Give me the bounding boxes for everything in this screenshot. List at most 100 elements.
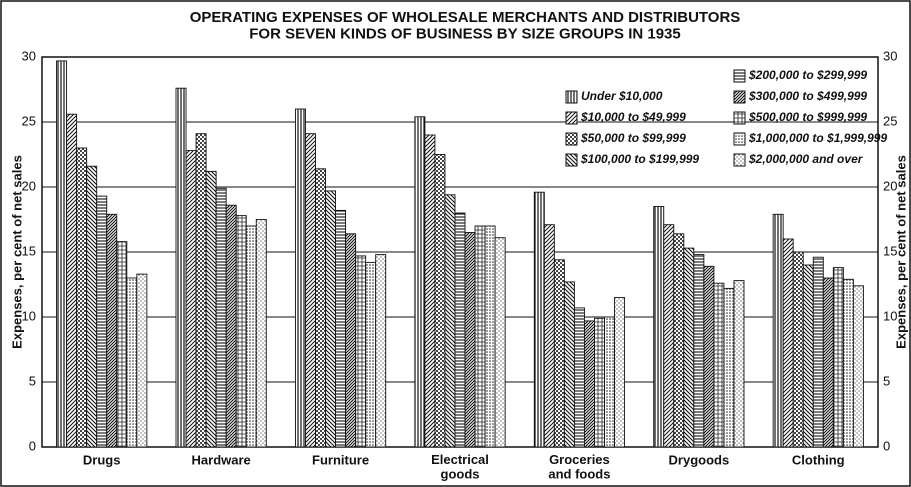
y-tick-label: 0 (29, 438, 36, 453)
legend-swatch (733, 111, 746, 125)
legend-swatch (565, 132, 578, 146)
bar (693, 254, 705, 448)
bar (106, 213, 118, 448)
y2-tick-label: 0 (883, 438, 890, 453)
bar (583, 320, 595, 448)
bar (563, 281, 575, 448)
legend-label: $100,000 to $199,999 (580, 152, 699, 166)
bar (86, 165, 98, 448)
bar (414, 116, 426, 448)
bar (723, 287, 735, 448)
bar (315, 168, 326, 448)
chart-title: OPERATING EXPENSES OF WHOLESALE MERCHANT… (190, 9, 741, 43)
bar (553, 259, 565, 448)
bar (294, 108, 306, 448)
bar (444, 194, 456, 448)
y-tick-label: 15 (22, 243, 36, 258)
bar (335, 209, 347, 448)
y2-tick-label: 5 (883, 373, 890, 388)
legend-swatch (565, 90, 578, 104)
y-tick-label: 20 (22, 178, 36, 193)
y-tick-label: 10 (22, 308, 36, 323)
bar (365, 261, 377, 448)
bar (673, 233, 685, 448)
bar (355, 255, 367, 448)
bar (782, 238, 794, 448)
y-tick-label: 5 (29, 373, 36, 388)
legend-label: $300,000 to $499,999 (748, 89, 867, 103)
bar (812, 256, 824, 448)
legend-label: $500,000 to $999,999 (748, 110, 867, 124)
bar (235, 215, 247, 448)
legend-swatch (733, 132, 746, 146)
x-tick-label: Drygoods (669, 452, 730, 467)
bar (66, 113, 78, 448)
bar (205, 170, 217, 448)
y-tick-label: 25 (22, 113, 36, 128)
bar (543, 224, 555, 448)
bar (733, 280, 745, 448)
legend-swatch (733, 153, 746, 167)
bar (325, 190, 337, 448)
bar (454, 212, 466, 448)
bar (494, 237, 506, 448)
bar (604, 316, 615, 448)
bar (484, 225, 496, 448)
x-tick-label: Groceries and foods (548, 452, 610, 481)
x-tick-label: Clothing (792, 452, 845, 467)
y2-tick-label: 15 (883, 243, 897, 258)
bar (594, 317, 605, 448)
legend-label: $200,000 to $299,999 (748, 68, 867, 82)
bar (195, 133, 207, 448)
bar (56, 60, 68, 448)
legend-label: $1,000,000 to $1,999,999 (748, 131, 887, 145)
bar (822, 277, 834, 448)
bar (126, 277, 138, 448)
bar (245, 225, 257, 448)
legend-label: $10,000 to $49,999 (580, 110, 686, 124)
y2-tick-label: 20 (883, 178, 897, 193)
bar (573, 307, 585, 448)
y2-tick-label: 25 (883, 113, 897, 128)
legend-label: Under $10,000 (581, 89, 663, 103)
bar (225, 204, 237, 448)
bar (683, 247, 695, 448)
bar (424, 134, 436, 448)
bar (136, 273, 148, 448)
legend-swatch (565, 111, 578, 125)
bar (533, 191, 545, 448)
legend-label: $50,000 to $99,999 (580, 131, 686, 145)
bar (76, 147, 88, 448)
y2-axis-label: Expenses, per cent of net sales (893, 155, 908, 349)
bar (614, 297, 626, 448)
x-tick-label: Hardware (192, 452, 251, 467)
bar (792, 251, 804, 448)
bar (375, 254, 387, 448)
legend-label: $2,000,000 and over (748, 152, 864, 166)
x-tick-label: Drugs (83, 452, 121, 467)
bar (116, 241, 128, 448)
legend-swatch (565, 153, 578, 167)
legend-swatch (733, 90, 746, 104)
bar (842, 278, 854, 448)
legend-swatch (733, 69, 746, 83)
bar (772, 213, 784, 448)
bar (474, 225, 486, 448)
bar (464, 232, 476, 448)
bar (852, 285, 864, 448)
bar (703, 265, 715, 448)
bar (255, 219, 267, 448)
y2-tick-label: 10 (883, 308, 897, 323)
bar (345, 233, 357, 448)
x-tick-label: Electrical goods (431, 452, 489, 481)
bar (434, 154, 446, 448)
bar (653, 206, 665, 448)
y2-tick-label: 30 (883, 48, 897, 63)
bar (96, 195, 108, 448)
bar (663, 224, 675, 448)
y-axis-label: Expenses, per cent of net sales (9, 155, 24, 349)
bar (832, 267, 844, 448)
y-tick-label: 30 (22, 48, 36, 63)
